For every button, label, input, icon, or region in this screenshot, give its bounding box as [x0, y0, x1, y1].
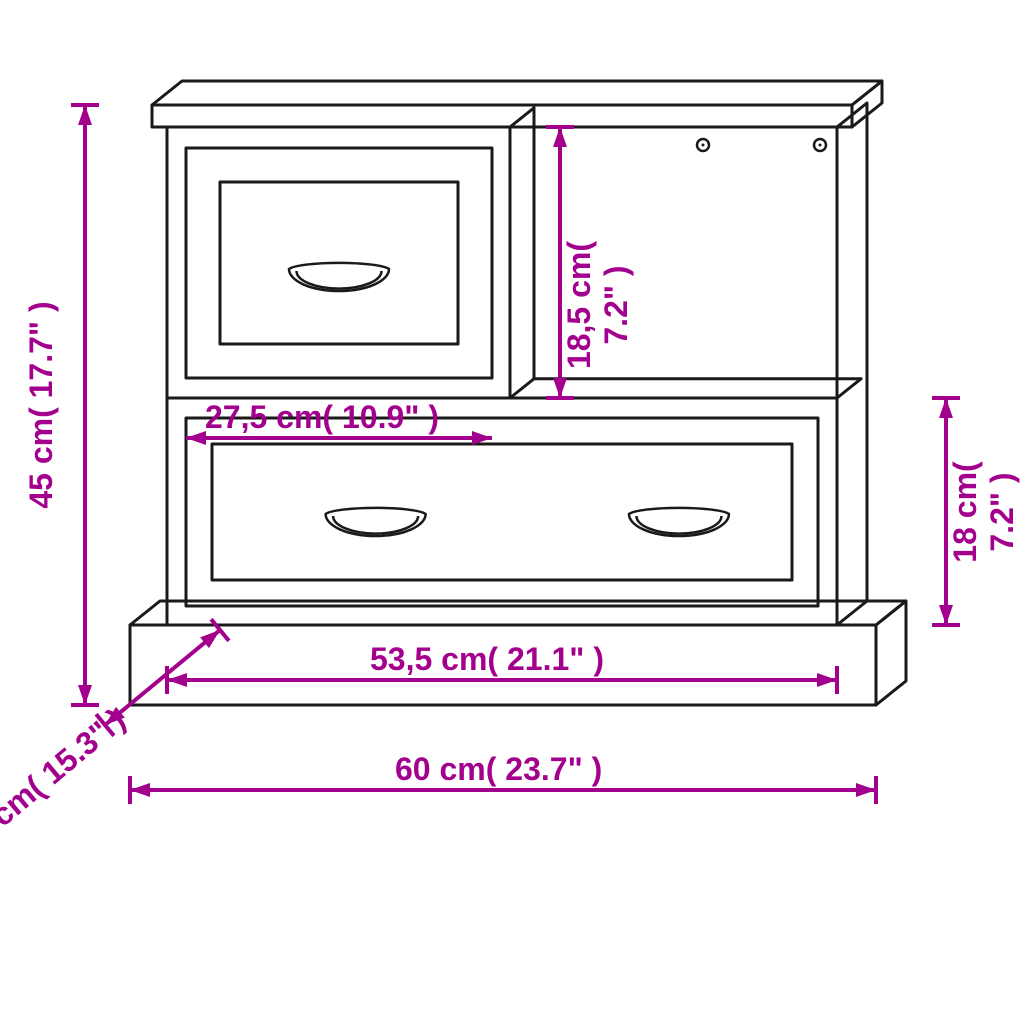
- dim-label: 18,5 cm(7.2" ): [561, 241, 634, 369]
- dim-inner_width: 53,5 cm( 21.1" ): [167, 641, 837, 694]
- dim-depth: 39 cm( 15.3" ): [0, 619, 229, 862]
- dim-label: 60 cm( 23.7" ): [395, 751, 602, 787]
- dimension-diagram: 45 cm( 17.7" ) 39 cm( 15.3" ) 27,5 cm( 10.…: [0, 0, 1024, 1024]
- dim-label: 18 cm(7.2" ): [947, 461, 1020, 563]
- dim-overall_width: 60 cm( 23.7" ): [130, 751, 876, 804]
- dim-shelf_height: 18,5 cm(7.2" ): [546, 127, 634, 398]
- dim-label: 27,5 cm( 10.9" ): [205, 399, 439, 435]
- dim-height_total: 45 cm( 17.7" ): [23, 105, 99, 705]
- cabinet: [130, 81, 906, 705]
- dim-drawer_height: 18 cm(7.2" ): [932, 398, 1020, 625]
- dim-label: 45 cm( 17.7" ): [23, 301, 59, 508]
- dim-label: 39 cm( 15.3" ): [0, 701, 132, 862]
- dim-label: 53,5 cm( 21.1" ): [370, 641, 604, 677]
